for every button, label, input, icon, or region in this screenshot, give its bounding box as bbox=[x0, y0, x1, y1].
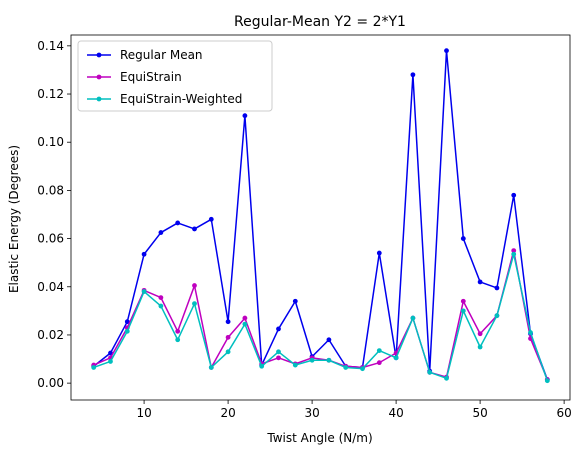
y-tick-label: 0.12 bbox=[37, 87, 64, 101]
data-point bbox=[544, 378, 550, 384]
x-tick-label: 20 bbox=[220, 406, 235, 420]
data-point bbox=[175, 337, 181, 343]
legend-entry: Regular Mean bbox=[87, 48, 203, 62]
data-point bbox=[158, 295, 164, 301]
legend-label: EquiStrain bbox=[120, 70, 182, 84]
data-point bbox=[376, 348, 382, 354]
data-point bbox=[276, 355, 281, 361]
series-line bbox=[93, 253, 549, 381]
x-tick-label: 50 bbox=[472, 406, 487, 420]
legend: Regular Mean EquiStrain EquiStrain-Weighte… bbox=[77, 40, 273, 112]
legend-entry: EquiStrain bbox=[87, 70, 182, 84]
y-axis-title: Elastic Energy (Degrees) bbox=[7, 145, 21, 293]
data-point bbox=[393, 355, 399, 361]
data-point bbox=[477, 279, 483, 285]
data-point bbox=[477, 344, 483, 350]
data-point bbox=[528, 330, 533, 335]
data-point bbox=[444, 48, 449, 54]
data-point bbox=[292, 362, 298, 368]
legend-swatch-marker bbox=[96, 52, 102, 58]
data-point bbox=[360, 366, 365, 372]
data-point bbox=[410, 315, 416, 321]
y-tick-label: 0.10 bbox=[37, 135, 64, 149]
plot-area: 10 20 30 40 50 60 0.00 0.02 0.04 0.06 0.08 0.10 0.12… bbox=[37, 34, 572, 420]
data-point bbox=[175, 328, 181, 334]
data-point bbox=[242, 321, 248, 327]
x-tick-label: 30 bbox=[304, 406, 319, 420]
data-point bbox=[477, 331, 483, 337]
data-point bbox=[511, 248, 517, 254]
data-point bbox=[511, 251, 517, 257]
legend-label: Regular Mean bbox=[120, 48, 203, 62]
x-tick-label: 40 bbox=[388, 406, 403, 420]
data-point bbox=[276, 326, 281, 332]
data-point bbox=[259, 363, 265, 369]
y-tick-label: 0.08 bbox=[37, 183, 64, 197]
data-point bbox=[326, 337, 332, 343]
data-point bbox=[225, 349, 231, 355]
data-point bbox=[326, 357, 332, 363]
data-point bbox=[91, 365, 97, 370]
data-point bbox=[376, 360, 382, 366]
data-point bbox=[175, 220, 181, 226]
y-tick-label: 0.00 bbox=[37, 376, 64, 390]
legend-swatch-marker bbox=[96, 74, 102, 80]
data-point bbox=[141, 289, 147, 294]
data-point bbox=[242, 113, 248, 119]
legend-swatch-marker bbox=[96, 96, 102, 102]
data-point bbox=[376, 250, 382, 256]
data-point bbox=[292, 298, 298, 304]
data-point bbox=[276, 349, 281, 355]
data-point bbox=[225, 319, 231, 325]
data-point bbox=[494, 313, 500, 319]
series-2 bbox=[91, 248, 550, 382]
data-point bbox=[460, 308, 466, 314]
series-line bbox=[93, 49, 549, 380]
data-point bbox=[192, 283, 197, 288]
y-tick-label: 0.04 bbox=[37, 280, 64, 294]
data-point bbox=[460, 236, 466, 241]
data-point bbox=[444, 375, 449, 381]
chart-title: Regular-Mean Y2 = 2*Y1 bbox=[234, 14, 406, 30]
y-tick-label: 0.06 bbox=[37, 232, 64, 246]
y-tick-label: 0.02 bbox=[37, 328, 64, 342]
data-point bbox=[158, 230, 164, 235]
data-point bbox=[511, 192, 517, 198]
data-point bbox=[343, 365, 349, 370]
data-point bbox=[427, 369, 433, 375]
data-point bbox=[494, 285, 500, 291]
series-line bbox=[93, 249, 549, 380]
plot-frame bbox=[70, 34, 571, 401]
y-tick-label: 0.14 bbox=[37, 39, 64, 53]
data-point bbox=[158, 303, 164, 309]
legend-box bbox=[77, 40, 273, 112]
x-tick-label: 10 bbox=[136, 406, 151, 420]
data-point bbox=[208, 365, 214, 370]
data-point bbox=[309, 357, 315, 363]
series-3 bbox=[91, 251, 550, 384]
data-point bbox=[410, 72, 416, 78]
data-point bbox=[124, 319, 130, 325]
data-point bbox=[108, 359, 113, 364]
x-tick-label: 60 bbox=[556, 406, 571, 420]
data-point bbox=[192, 301, 197, 307]
data-point bbox=[225, 334, 231, 340]
data-point bbox=[124, 328, 130, 334]
x-axis-title: Twist Angle (N/m) bbox=[266, 431, 372, 445]
data-point bbox=[460, 298, 466, 304]
data-point bbox=[242, 315, 248, 321]
data-point bbox=[141, 251, 147, 257]
legend-label: EquiStrain-Weighted bbox=[120, 92, 242, 106]
legend-entry: EquiStrain-Weighted bbox=[87, 92, 242, 106]
data-point bbox=[192, 226, 197, 232]
data-point bbox=[208, 216, 214, 222]
